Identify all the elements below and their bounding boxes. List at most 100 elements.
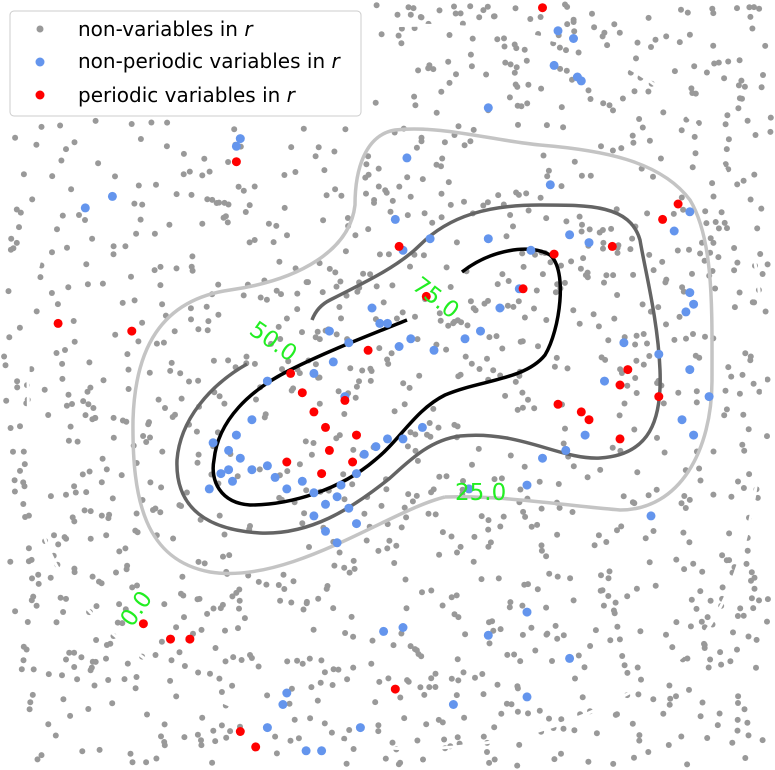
- non-variable-point: [235, 625, 241, 632]
- non-variable-point: [310, 440, 317, 446]
- non-periodic-variable-point: [619, 338, 629, 348]
- non-variable-point: [704, 614, 711, 621]
- non-variable-point: [85, 706, 92, 712]
- non-variable-point: [751, 4, 757, 11]
- non-variable-point: [606, 568, 613, 575]
- periodic-variable-point: [138, 619, 148, 629]
- non-variable-point: [633, 332, 640, 339]
- non-variable-point: [610, 760, 617, 767]
- non-variable-point: [715, 225, 722, 232]
- non-variable-point: [753, 664, 759, 671]
- non-variable-point: [457, 10, 464, 17]
- non-variable-point: [308, 451, 315, 458]
- non-variable-point: [704, 735, 711, 741]
- non-variable-point: [199, 220, 206, 227]
- non-variable-point: [660, 710, 667, 717]
- non-variable-point: [350, 446, 357, 453]
- non-periodic-variable-point: [565, 230, 575, 240]
- non-variable-point: [224, 219, 231, 226]
- non-variable-point: [680, 206, 687, 213]
- non-variable-point: [47, 574, 54, 581]
- non-variable-point: [605, 337, 612, 344]
- non-variable-point: [110, 243, 117, 250]
- non-periodic-variable-point: [483, 630, 493, 640]
- non-variable-point: [135, 338, 142, 345]
- non-variable-point: [451, 3, 457, 10]
- periodic-variable-point: [654, 392, 664, 402]
- non-variable-point: [545, 167, 552, 174]
- non-variable-point: [650, 267, 657, 274]
- non-variable-point: [546, 715, 552, 722]
- non-variable-point: [153, 181, 159, 188]
- non-variable-point: [95, 160, 102, 167]
- non-variable-point: [89, 573, 96, 580]
- non-variable-point: [85, 401, 92, 408]
- non-variable-point: [514, 708, 521, 715]
- non-variable-point: [26, 706, 33, 713]
- non-variable-point: [350, 664, 357, 671]
- non-variable-point: [650, 528, 657, 534]
- non-variable-point: [275, 582, 282, 588]
- non-variable-point: [204, 196, 211, 203]
- non-variable-point: [516, 741, 523, 748]
- non-variable-point: [480, 7, 487, 14]
- non-variable-point: [38, 123, 45, 130]
- non-variable-point: [714, 722, 721, 729]
- non-variable-point: [238, 657, 245, 663]
- non-variable-point: [711, 60, 718, 67]
- non-variable-point: [27, 699, 34, 706]
- non-variable-point: [210, 727, 217, 734]
- non-variable-point: [718, 209, 725, 216]
- non-variable-point: [663, 321, 669, 328]
- non-periodic-variable-point: [460, 334, 470, 344]
- non-variable-point: [412, 102, 419, 109]
- non-variable-point: [253, 396, 259, 403]
- non-variable-point: [235, 183, 242, 190]
- non-variable-point: [551, 756, 558, 763]
- non-variable-point: [616, 29, 623, 36]
- non-variable-point: [698, 618, 705, 625]
- periodic-variable-point: [538, 3, 547, 13]
- non-variable-point: [71, 483, 78, 490]
- non-variable-point: [752, 132, 759, 138]
- non-variable-point: [398, 630, 405, 637]
- non-variable-point: [645, 14, 652, 21]
- non-variable-point: [401, 504, 408, 511]
- non-variable-point: [585, 758, 592, 765]
- non-variable-point: [399, 309, 406, 316]
- non-variable-point: [349, 481, 356, 488]
- non-variable-point: [745, 633, 752, 640]
- non-variable-point: [571, 158, 578, 165]
- non-periodic-variable-point: [390, 214, 400, 224]
- non-variable-point: [722, 161, 729, 168]
- non-variable-point: [123, 418, 130, 425]
- non-periodic-variable-point: [309, 368, 319, 378]
- non-variable-point: [599, 33, 606, 40]
- non-variable-point: [519, 250, 526, 257]
- non-periodic-variable-point: [231, 141, 241, 151]
- non-variable-point: [699, 568, 706, 575]
- non-variable-point: [407, 429, 414, 436]
- non-variable-point: [494, 281, 501, 288]
- non-variable-point: [717, 649, 724, 656]
- non-variable-point: [359, 367, 366, 374]
- non-variable-point: [72, 489, 79, 496]
- non-variable-point: [281, 586, 288, 592]
- non-periodic-variable-point: [549, 60, 559, 70]
- non-variable-point: [288, 144, 295, 151]
- non-variable-point: [467, 51, 474, 58]
- non-variable-point: [490, 627, 497, 634]
- non-variable-point: [538, 547, 545, 554]
- non-variable-point: [147, 434, 153, 441]
- non-variable-point: [152, 505, 159, 512]
- non-variable-point: [194, 459, 201, 466]
- non-variable-point: [226, 552, 233, 559]
- non-variable-point: [93, 637, 100, 643]
- non-variable-point: [569, 509, 576, 515]
- non-variable-point: [106, 511, 113, 518]
- non-variable-point: [139, 201, 146, 208]
- non-variable-point: [405, 678, 412, 685]
- non-variable-point: [375, 165, 382, 172]
- non-variable-point: [734, 646, 740, 653]
- non-variable-point: [514, 762, 521, 769]
